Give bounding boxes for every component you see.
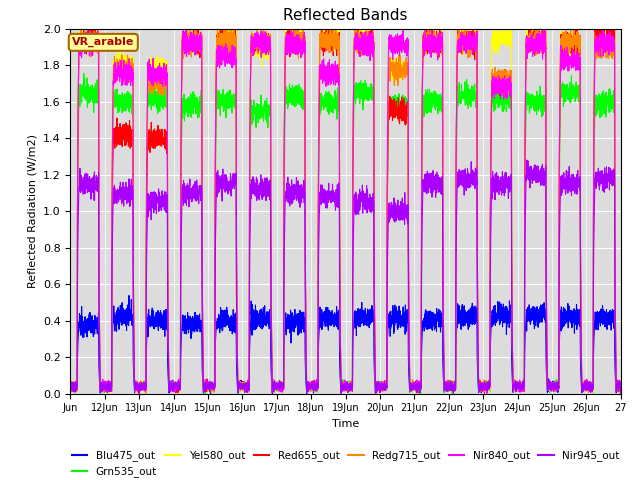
Nir840_out	[182, 26, 190, 32]
Line: Blu475_out: Blu475_out	[70, 296, 621, 394]
Nir945_out	[497, 188, 504, 193]
Redg715_out	[617, 391, 625, 396]
Line: Yel580_out: Yel580_out	[70, 29, 621, 394]
Nir840_out	[538, 26, 546, 32]
Nir945_out	[67, 383, 74, 388]
Yel580_out	[67, 386, 74, 392]
Yel580_out	[180, 33, 188, 39]
Nir945_out	[396, 209, 403, 215]
Blu475_out	[180, 318, 188, 324]
Grn535_out	[366, 92, 374, 98]
Blu475_out	[366, 310, 374, 316]
Nir945_out	[538, 168, 546, 174]
Blu475_out	[617, 391, 625, 396]
Red655_out	[538, 31, 546, 36]
Line: Grn535_out: Grn535_out	[70, 73, 621, 394]
Redg715_out	[94, 26, 102, 32]
Blu475_out	[497, 317, 504, 323]
Nir840_out	[180, 46, 188, 52]
Yel580_out	[396, 70, 403, 76]
Yel580_out	[366, 41, 374, 47]
Grn535_out	[180, 105, 188, 111]
Red655_out	[497, 73, 504, 79]
Nir945_out	[523, 157, 531, 163]
Title: Reflected Bands: Reflected Bands	[284, 9, 408, 24]
Red655_out	[77, 26, 85, 32]
Grn535_out	[67, 383, 74, 388]
Red655_out	[396, 121, 403, 127]
Nir840_out	[396, 53, 403, 59]
Nir945_out	[524, 174, 531, 180]
Grn535_out	[538, 94, 546, 99]
Nir945_out	[180, 194, 188, 200]
Grn535_out	[497, 89, 504, 95]
Nir840_out	[366, 58, 374, 64]
Red655_out	[524, 35, 531, 40]
Grn535_out	[524, 93, 531, 98]
Grn535_out	[396, 107, 403, 113]
Text: VR_arable: VR_arable	[72, 37, 134, 48]
Redg715_out	[180, 29, 188, 35]
Line: Red655_out: Red655_out	[70, 29, 621, 394]
Nir945_out	[617, 391, 625, 396]
Line: Redg715_out: Redg715_out	[70, 29, 621, 394]
Blu475_out	[125, 293, 133, 299]
Nir840_out	[67, 380, 74, 385]
Nir945_out	[366, 195, 374, 201]
Yel580_out	[79, 26, 87, 32]
Red655_out	[180, 32, 188, 38]
Redg715_out	[67, 386, 74, 392]
Line: Nir840_out: Nir840_out	[70, 29, 621, 394]
Nir840_out	[497, 82, 504, 87]
Redg715_out	[366, 40, 374, 46]
Redg715_out	[538, 35, 546, 41]
Y-axis label: Reflected Radiation (W/m2): Reflected Radiation (W/m2)	[28, 134, 37, 288]
Redg715_out	[396, 60, 403, 66]
Blu475_out	[538, 317, 546, 323]
Red655_out	[617, 391, 625, 396]
Red655_out	[366, 54, 374, 60]
Grn535_out	[80, 71, 88, 76]
Line: Nir945_out: Nir945_out	[70, 160, 621, 394]
Redg715_out	[497, 77, 504, 83]
Yel580_out	[524, 39, 531, 45]
Blu475_out	[524, 305, 531, 311]
Blu475_out	[396, 318, 403, 324]
Redg715_out	[524, 36, 531, 41]
Nir840_out	[524, 37, 531, 43]
Red655_out	[67, 386, 74, 392]
Legend: Blu475_out, Grn535_out, Yel580_out, Red655_out, Redg715_out, Nir840_out, Nir945_: Blu475_out, Grn535_out, Yel580_out, Red6…	[67, 446, 624, 480]
X-axis label: Time: Time	[332, 419, 359, 429]
Grn535_out	[617, 391, 625, 396]
Blu475_out	[67, 380, 74, 386]
Nir840_out	[617, 391, 625, 396]
Yel580_out	[617, 391, 625, 396]
Yel580_out	[538, 44, 546, 50]
Yel580_out	[497, 35, 504, 41]
